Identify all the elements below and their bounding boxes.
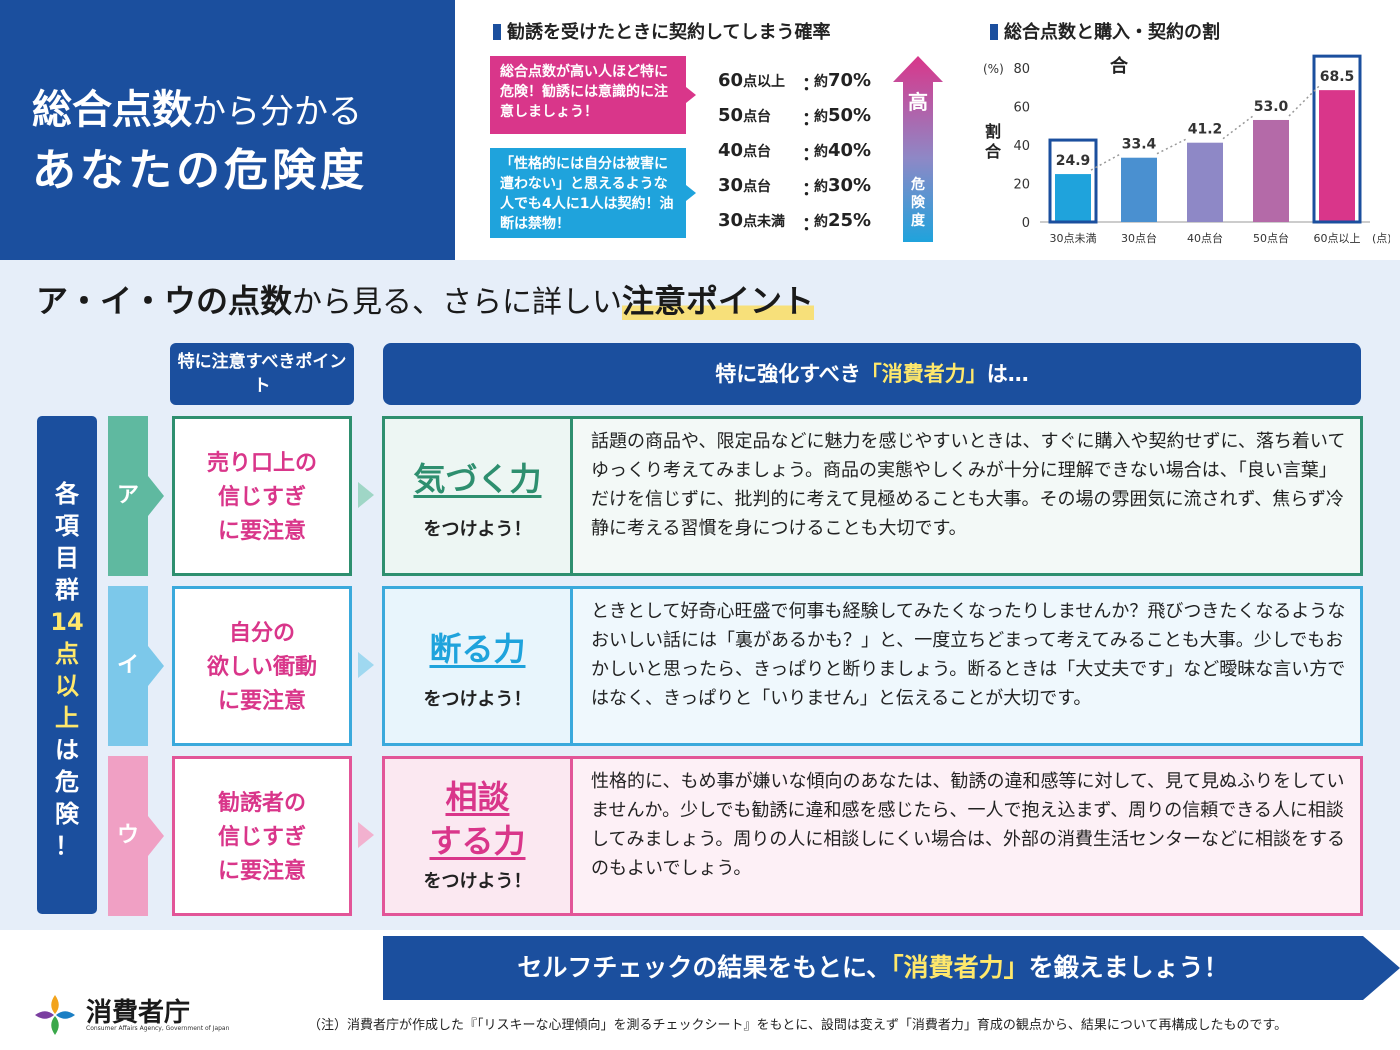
left-danger-bar: 各項目群 14 点以上は危険！: [37, 416, 97, 914]
bar: [1187, 142, 1223, 222]
prob-heading: 勧誘を受けたときに契約してしまう確率: [493, 18, 830, 44]
right-arrow-icon: [358, 482, 374, 508]
caution-point-u: 勧誘者の 信じすぎ に要注意: [172, 756, 352, 916]
tab-arrow-icon: [148, 476, 164, 516]
y-tick-label: 60: [1013, 101, 1030, 116]
bar-chart: 0 20 40 60 80 (%) 24.9 30点未満 33.4 30点台 41.2 40点台 53.…: [983, 54, 1390, 245]
power-box-u: 相談 する力 をつけよう！ 性格的に、もめ事が嫌いな傾向のあなたは、勧誘の違和感等…: [382, 756, 1363, 916]
x-unit-label: (点): [1372, 232, 1390, 245]
trend-line: [1222, 115, 1254, 140]
prob-row: 30点未満：約25%: [718, 210, 872, 235]
bubble-blue: 「性格的には自分は被害に遭わない」と思えるような人でも4人に1人は契約！油断は禁…: [490, 148, 696, 238]
chart-ylabel: 割合: [984, 122, 1001, 161]
caa-logo-icon: [35, 995, 75, 1035]
logo-subtitle: Consumer Affairs Agency, Government of J…: [86, 1025, 230, 1032]
tab-u: ウ: [108, 756, 148, 916]
footnote: （注）消費者庁が作成した『「リスキーな心理傾向」を測るチェックシート』をもとに、…: [308, 1018, 1288, 1033]
tab-i: イ: [108, 586, 148, 746]
power-name-u: 相談 する力 をつけよう！: [385, 759, 573, 913]
header-consumer-power: 特に強化すべき「消費者力」は…: [383, 343, 1361, 405]
data-label: 24.9: [1056, 153, 1091, 169]
row-i: イ 自分の 欲しい衝動 に要注意 断る力 をつけよう！ ときとして好奇心旺盛で何事も…: [108, 586, 1363, 746]
power-desc-a: 話題の商品や、限定品などに魅力を感じやすいときは、すぐに購入や契約せずに、落ち着…: [591, 431, 1346, 539]
data-label: 68.5: [1320, 69, 1355, 85]
header-caution-point: 特に注意すべきポイント: [170, 343, 354, 405]
row-a: ア 売り口上の 信じすぎ に要注意 気づく力 をつけよう！ 話題の商品や、限定品など…: [108, 416, 1363, 576]
chart-heading-line2: 合: [1110, 56, 1128, 77]
prob-row: 40点台：約40%: [718, 140, 872, 165]
tab-arrow-icon: [148, 816, 164, 856]
power-box-i: 断る力 をつけよう！ ときとして好奇心旺盛で何事も経験してみたくなったりしません…: [382, 586, 1363, 746]
bar: [1055, 174, 1091, 222]
x-tick-label: 30点台: [1121, 231, 1157, 245]
power-name-a: 気づく力 をつけよう！: [385, 419, 573, 573]
tab-a: ア: [108, 416, 148, 576]
data-label: 33.4: [1122, 137, 1157, 153]
power-desc-i: ときとして好奇心旺盛で何事も経験してみたくなったりしませんか？飛びつきたくなるよ…: [591, 601, 1346, 709]
power-box-a: 気づく力 をつけよう！ 話題の商品や、限定品などに魅力を感じやすいときは、すぐに…: [382, 416, 1363, 576]
data-label: 41.2: [1188, 122, 1223, 138]
caution-point-i: 自分の 欲しい衝動 に要注意: [172, 586, 352, 746]
up-arrow-icon: [893, 56, 943, 242]
bar: [1319, 90, 1355, 222]
footer-banner-text: セルフチェックの結果をもとに、「消費者力」を鍛えましょう！: [517, 953, 1229, 982]
trend-line: [1090, 153, 1122, 171]
bubble-pink: 総合点数が高い人ほど特に危険！勧誘には意識的に注意しましょう！: [490, 56, 696, 134]
data-label: 53.0: [1254, 99, 1289, 115]
row-u: ウ 勧誘者の 信じすぎ に要注意 相談 する力 をつけよう！ 性格的に、もめ事が嫌いな…: [108, 756, 1363, 916]
x-tick-label: 50点台: [1253, 231, 1289, 245]
tab-arrow-icon: [148, 646, 164, 686]
prob-row: 60点以上：約70%: [718, 70, 872, 95]
right-arrow-icon: [358, 822, 374, 848]
bar-highlight-frame: [1312, 54, 1362, 224]
y-tick-label: 80: [1013, 62, 1030, 77]
y-tick-label: 40: [1013, 139, 1030, 154]
power-name-text: 相談 する力: [429, 778, 526, 860]
caution-point-a: 売り口上の 信じすぎ に要注意: [172, 416, 352, 576]
bar: [1253, 119, 1289, 222]
power-name-i: 断る力 をつけよう！: [385, 589, 573, 743]
logo-name: 消費者庁: [86, 998, 191, 1028]
y-unit-label: (%): [983, 62, 1004, 76]
arrow-danger-label: 危険度: [911, 177, 925, 229]
arrow-high-label: 高: [908, 90, 928, 114]
title-line1: 総合点数から分かる: [32, 87, 362, 133]
right-arrow-icon: [358, 652, 374, 678]
x-tick-label: 30点未満: [1050, 232, 1097, 245]
middle-title: ア・イ・ウの点数から見る、さらに詳しい注意ポイント: [36, 282, 815, 320]
trend-line: [1288, 85, 1320, 117]
prob-row: 30点台：約30%: [718, 175, 872, 200]
power-desc-u: 性格的に、もめ事が嫌いな傾向のあなたは、勧誘の違和感等に対して、見て見ぬふりをし…: [591, 771, 1346, 879]
prob-row: 50点台：約50%: [718, 105, 872, 130]
title-box: 総合点数から分かる あなたの危険度: [0, 0, 455, 260]
bar: [1121, 157, 1157, 222]
danger-arrow: 高 危険度: [893, 56, 943, 242]
y-tick-label: 20: [1013, 178, 1030, 193]
y-tick-label: 0: [1022, 216, 1030, 231]
x-tick-label: 40点台: [1187, 231, 1223, 245]
x-tick-label: 60点以上: [1314, 232, 1361, 245]
footer-banner: [383, 936, 1400, 1000]
trend-line: [1156, 138, 1188, 155]
bar-highlight-frame: [1048, 138, 1098, 224]
title-line2: あなたの危険度: [32, 145, 368, 196]
chart-heading: 総合点数と購入・契約の割: [990, 18, 1220, 44]
